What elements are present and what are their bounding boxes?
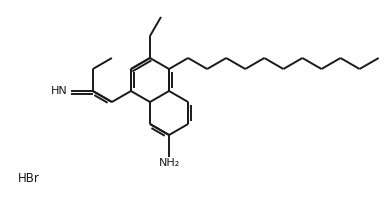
Text: HBr: HBr: [18, 172, 40, 185]
Text: NH₂: NH₂: [158, 158, 179, 168]
Text: HN: HN: [51, 86, 68, 96]
